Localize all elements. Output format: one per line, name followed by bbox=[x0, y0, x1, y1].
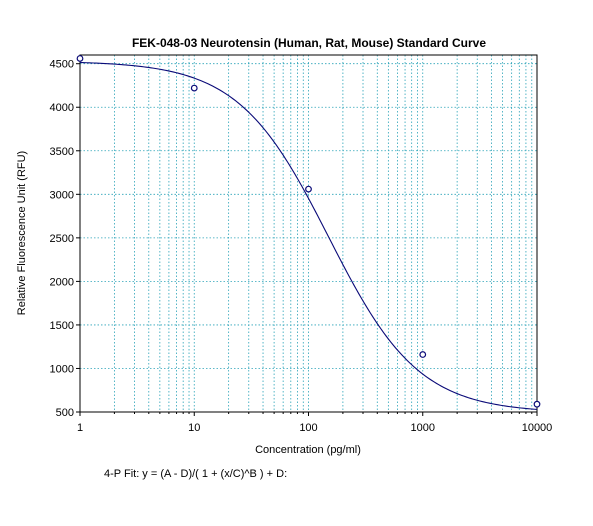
data-point bbox=[305, 185, 312, 193]
x-tick-label: 10000 bbox=[522, 422, 553, 434]
x-tick-label: 1000 bbox=[411, 422, 435, 434]
y-tick-label: 1500 bbox=[50, 320, 74, 332]
y-tick-label: 1000 bbox=[50, 363, 74, 375]
y-tick-label: 3000 bbox=[50, 189, 74, 201]
fit-equation-label: 4-P Fit: y = (A - D)/( 1 + (x/C)^B ) + D… bbox=[104, 468, 287, 480]
y-tick-label: 2500 bbox=[50, 233, 74, 245]
grid-lines bbox=[80, 55, 537, 412]
x-tick-label: 100 bbox=[299, 422, 317, 434]
fit-curve-line bbox=[79, 61, 538, 410]
y-tick-label: 4500 bbox=[50, 59, 74, 71]
axis-ticks: 1 10 100 1000 10000 500 1000 1500 2000 2500 3000 35… bbox=[50, 59, 553, 434]
y-tick-label: 3500 bbox=[50, 146, 74, 158]
data-point bbox=[533, 400, 541, 408]
chart-title: FEK-048-03 Neurotensin (Human, Rat, Mous… bbox=[132, 36, 486, 50]
x-axis-label: Concentration (pg/ml) bbox=[255, 444, 361, 456]
data-points bbox=[76, 55, 541, 408]
plot-frame bbox=[79, 54, 538, 413]
data-point bbox=[190, 84, 198, 92]
y-tick-label: 2000 bbox=[50, 276, 74, 288]
y-tick-label: 4000 bbox=[50, 102, 74, 114]
data-point bbox=[76, 55, 84, 62]
x-tick-label: 1 bbox=[77, 422, 83, 434]
x-tick-label: 10 bbox=[188, 422, 200, 434]
y-tick-label: 500 bbox=[56, 407, 74, 419]
data-point bbox=[419, 351, 427, 358]
y-axis-label: Relative Fluorescence Unit (RFU) bbox=[16, 151, 28, 315]
